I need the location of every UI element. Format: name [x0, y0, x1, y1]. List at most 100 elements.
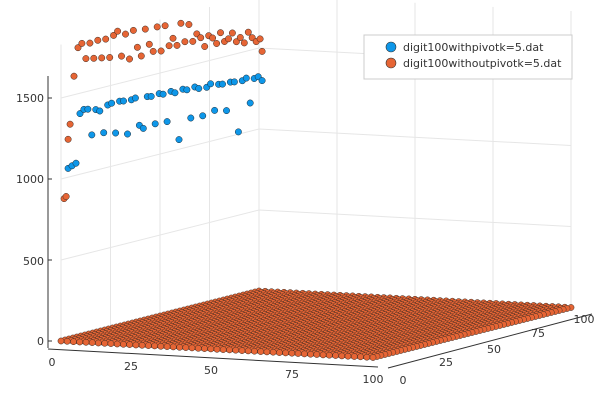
data-point — [145, 40, 153, 48]
data-point — [110, 31, 118, 39]
y-tick-label: 100 — [574, 313, 595, 326]
data-point — [181, 38, 189, 46]
data-point — [209, 34, 217, 42]
data-point — [76, 338, 84, 346]
data-point — [301, 350, 308, 358]
data-point — [112, 129, 120, 137]
data-point — [225, 35, 232, 43]
data-point — [226, 346, 233, 354]
data-point — [294, 350, 302, 357]
data-point — [313, 351, 321, 358]
data-point — [138, 341, 146, 349]
data-point — [169, 34, 177, 42]
legend-marker — [385, 57, 397, 69]
z-tick-label: 0 — [37, 335, 44, 348]
data-point — [157, 47, 165, 55]
data-point — [350, 353, 358, 360]
data-point — [96, 107, 104, 115]
data-point — [131, 94, 139, 102]
z-grid-line — [60, 128, 572, 180]
data-point — [201, 43, 209, 50]
x-tick-labels: 0 25 50 75 100 — [49, 356, 384, 386]
z-tick-label: 1000 — [16, 173, 44, 186]
data-point — [118, 52, 125, 60]
data-point — [213, 345, 221, 353]
data-point — [132, 341, 140, 349]
data-point — [157, 342, 165, 350]
data-point — [84, 105, 92, 113]
data-point — [194, 344, 202, 352]
data-point — [64, 135, 72, 143]
z-tick-label: 1500 — [16, 92, 44, 105]
data-point — [357, 353, 364, 361]
data-point — [258, 47, 266, 55]
data-point — [94, 36, 102, 44]
data-point — [332, 352, 339, 359]
data-point — [288, 349, 296, 357]
data-point — [234, 128, 242, 136]
data-point — [124, 130, 131, 138]
data-point — [232, 38, 240, 46]
data-point — [244, 28, 252, 36]
legend-label: digit100withpivotk=5.dat — [403, 41, 544, 54]
data-point — [66, 120, 74, 128]
data-point — [113, 340, 121, 348]
data-point — [129, 26, 137, 34]
data-point — [236, 34, 244, 41]
data-point — [151, 342, 158, 350]
data-point — [258, 77, 266, 85]
data-point — [153, 23, 161, 31]
data-point — [169, 343, 177, 351]
series-without-pivot-base — [57, 287, 575, 361]
data-point — [126, 341, 133, 348]
data-point — [122, 30, 129, 38]
data-point — [171, 89, 179, 97]
data-point — [70, 338, 77, 346]
y-tick-label: 50 — [487, 343, 501, 356]
z-grid-line — [60, 209, 572, 261]
legend-label: digit100withoutpivotk=5.dat — [403, 57, 562, 70]
data-point — [114, 27, 122, 35]
data-point — [207, 80, 215, 88]
data-point — [147, 92, 155, 100]
axes — [47, 76, 593, 369]
z-tick-labels: 0 500 1000 1500 — [16, 92, 44, 348]
data-point — [223, 107, 230, 115]
data-point — [173, 41, 181, 49]
data-point — [246, 99, 254, 107]
data-point — [189, 37, 197, 45]
y-axis-line — [387, 313, 593, 369]
data-point — [106, 54, 114, 61]
data-point — [133, 43, 141, 51]
x-axis-line — [47, 348, 379, 368]
data-point — [238, 347, 246, 354]
legend-marker — [385, 41, 397, 53]
data-point — [107, 340, 115, 347]
x-tick-label: 75 — [285, 368, 299, 381]
data-point — [325, 351, 333, 359]
data-point — [120, 340, 127, 348]
data-point — [185, 21, 193, 28]
data-point — [82, 55, 90, 63]
data-point — [86, 39, 94, 47]
data-point — [126, 55, 133, 63]
data-point — [100, 129, 108, 137]
data-point — [101, 339, 109, 347]
data-point — [163, 343, 171, 350]
data-point — [213, 40, 221, 47]
data-point — [141, 25, 149, 33]
data-point — [161, 22, 169, 30]
x-tick-label: 100 — [363, 373, 384, 386]
legend-box — [363, 34, 573, 80]
data-point — [282, 349, 289, 357]
data-point — [188, 344, 196, 352]
series-with-pivot-outliers — [64, 73, 266, 172]
data-point — [63, 337, 71, 345]
data-point — [240, 39, 248, 47]
data-point — [217, 29, 224, 37]
data-point — [70, 72, 78, 80]
data-point — [269, 348, 277, 356]
data-point — [219, 346, 227, 353]
data-point — [211, 106, 219, 114]
